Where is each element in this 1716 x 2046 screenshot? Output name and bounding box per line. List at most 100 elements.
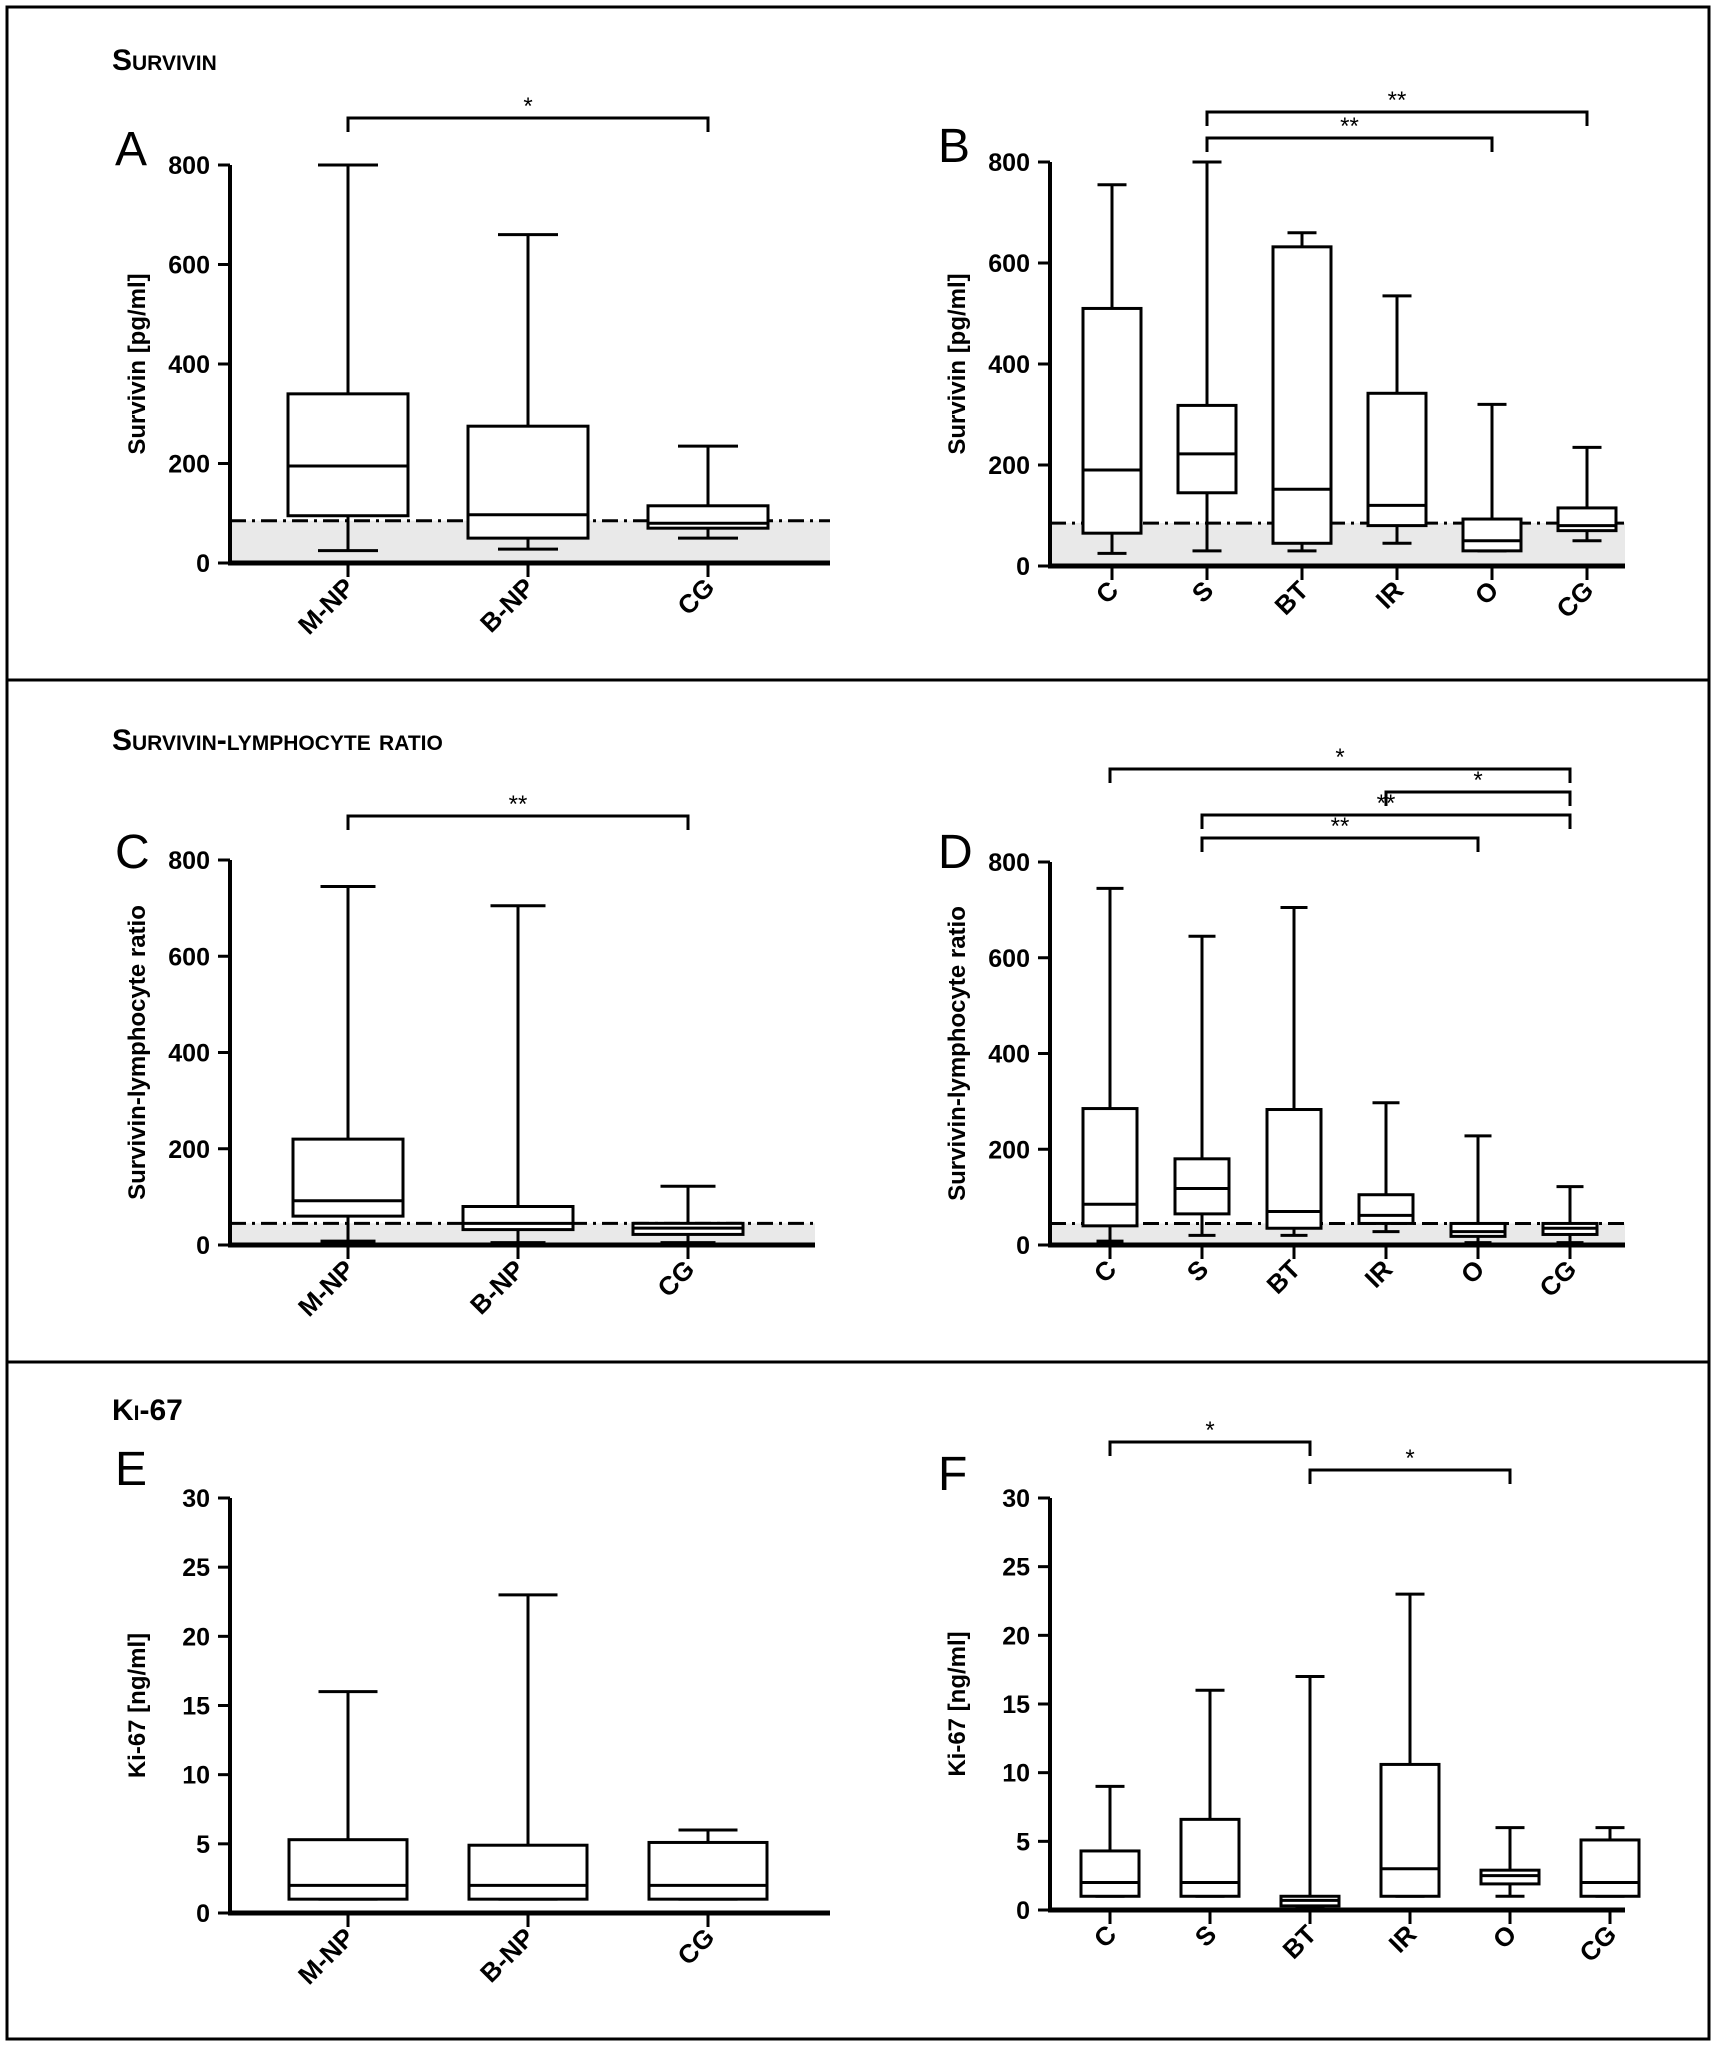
panel-letter: D bbox=[938, 826, 973, 879]
y-tick-label: 0 bbox=[1016, 553, 1030, 581]
box-iqr bbox=[1176, 403, 1238, 495]
box-iqr bbox=[1265, 1108, 1323, 1230]
y-tick-label: 20 bbox=[182, 1623, 210, 1651]
y-tick-label: 600 bbox=[168, 943, 210, 971]
y-tick-label: 400 bbox=[988, 351, 1030, 379]
y-tick-label: 400 bbox=[988, 1041, 1030, 1069]
panel-letter: A bbox=[115, 123, 147, 176]
box-s bbox=[1176, 160, 1238, 553]
bracket-line bbox=[346, 116, 710, 132]
box-bt bbox=[1271, 231, 1333, 553]
y-tick-label: 800 bbox=[168, 847, 210, 875]
box-s bbox=[1173, 934, 1231, 1237]
bracket-line bbox=[1108, 1440, 1312, 1456]
significance-label: * bbox=[1405, 1445, 1414, 1472]
box-cg bbox=[1556, 445, 1618, 543]
y-axis-label: Survivin-lymphocyte ratio bbox=[124, 905, 151, 1200]
y-tick-label: 0 bbox=[196, 550, 210, 578]
y-tick-label: 200 bbox=[988, 1136, 1030, 1164]
bracket-line bbox=[1308, 1468, 1512, 1484]
box-cg bbox=[1579, 1826, 1641, 1898]
box-iqr bbox=[1379, 1762, 1441, 1898]
bracket-line bbox=[1200, 813, 1572, 829]
panel-letter: E bbox=[115, 1443, 147, 1496]
panel-letter: F bbox=[938, 1448, 967, 1501]
y-tick-label: 10 bbox=[182, 1762, 210, 1790]
box-iqr bbox=[1449, 1221, 1507, 1238]
significance-bracket: ** bbox=[1205, 87, 1589, 126]
box-b-np bbox=[466, 233, 590, 551]
significance-label: ** bbox=[1340, 113, 1359, 140]
y-tick-label: 30 bbox=[1002, 1485, 1030, 1513]
box-ir bbox=[1379, 1592, 1441, 1898]
box-iqr bbox=[1173, 1157, 1231, 1216]
significance-bracket: ** bbox=[346, 791, 690, 830]
box-m-np bbox=[291, 884, 405, 1243]
significance-label: * bbox=[1205, 1417, 1214, 1444]
box-s bbox=[1179, 1688, 1241, 1898]
box-b-np bbox=[467, 1593, 589, 1901]
significance-bracket: * bbox=[1108, 1417, 1312, 1456]
y-axis-label: Survivin [pg/ml] bbox=[944, 273, 971, 454]
box-iqr bbox=[1556, 506, 1618, 533]
box-c bbox=[1079, 1784, 1141, 1898]
significance-label: * bbox=[1473, 767, 1482, 794]
y-tick-label: 200 bbox=[168, 1136, 210, 1164]
y-tick-label: 0 bbox=[196, 1232, 210, 1260]
y-tick-label: 25 bbox=[182, 1554, 210, 1582]
significance-label: * bbox=[523, 93, 532, 120]
box-iqr bbox=[1579, 1838, 1641, 1898]
significance-label: ** bbox=[1388, 87, 1407, 114]
y-tick-label: 600 bbox=[168, 252, 210, 280]
y-tick-label: 800 bbox=[988, 149, 1030, 177]
box-iqr bbox=[467, 1843, 589, 1901]
y-tick-label: 800 bbox=[988, 849, 1030, 877]
significance-bracket: * bbox=[1384, 767, 1572, 806]
significance-bracket: * bbox=[346, 93, 710, 132]
y-tick-label: 20 bbox=[1002, 1622, 1030, 1650]
panel-letter: C bbox=[115, 826, 150, 879]
section-title-ki67: Ki-67 bbox=[112, 1394, 183, 1427]
y-tick-label: 400 bbox=[168, 351, 210, 379]
y-tick-label: 600 bbox=[988, 945, 1030, 973]
y-axis-label: Ki-67 [ng/ml] bbox=[124, 1633, 151, 1778]
box-iqr bbox=[647, 1840, 769, 1901]
box-ir bbox=[1366, 294, 1428, 545]
box-m-np bbox=[286, 163, 410, 553]
bracket-line bbox=[1205, 136, 1494, 152]
box-m-np bbox=[287, 1690, 409, 1901]
box-o bbox=[1461, 402, 1523, 553]
box-o bbox=[1479, 1826, 1541, 1898]
y-tick-label: 400 bbox=[168, 1040, 210, 1068]
box-iqr bbox=[646, 504, 770, 530]
box-iqr bbox=[1461, 517, 1523, 553]
significance-bracket: * bbox=[1108, 744, 1572, 783]
y-tick-label: 200 bbox=[168, 451, 210, 479]
y-tick-label: 5 bbox=[1016, 1828, 1030, 1856]
y-tick-label: 30 bbox=[182, 1485, 210, 1513]
section-title-survivin: Survivin bbox=[112, 44, 217, 77]
panel-letter: B bbox=[938, 120, 970, 173]
y-tick-label: 15 bbox=[182, 1693, 210, 1721]
box-cg bbox=[1541, 1185, 1599, 1245]
bracket-line bbox=[1108, 767, 1572, 783]
y-tick-label: 800 bbox=[168, 152, 210, 180]
box-iqr bbox=[291, 1137, 405, 1218]
significance-bracket: ** bbox=[1200, 813, 1480, 852]
y-tick-label: 5 bbox=[196, 1831, 210, 1859]
box-iqr bbox=[1079, 1849, 1141, 1898]
significance-label: ** bbox=[509, 791, 528, 818]
box-c bbox=[1081, 183, 1143, 555]
y-tick-label: 0 bbox=[1016, 1232, 1030, 1260]
significance-bracket: ** bbox=[1205, 113, 1494, 152]
bracket-line bbox=[1384, 790, 1572, 806]
box-iqr bbox=[1357, 1193, 1415, 1225]
box-iqr bbox=[1179, 1817, 1241, 1898]
box-iqr bbox=[287, 1838, 409, 1901]
y-tick-label: 600 bbox=[988, 250, 1030, 278]
bracket-line bbox=[1205, 110, 1589, 126]
box-iqr bbox=[1366, 391, 1428, 528]
y-axis-label: Survivin [pg/ml] bbox=[124, 273, 151, 454]
y-axis-label: Survivin-lymphocyte ratio bbox=[944, 906, 971, 1201]
